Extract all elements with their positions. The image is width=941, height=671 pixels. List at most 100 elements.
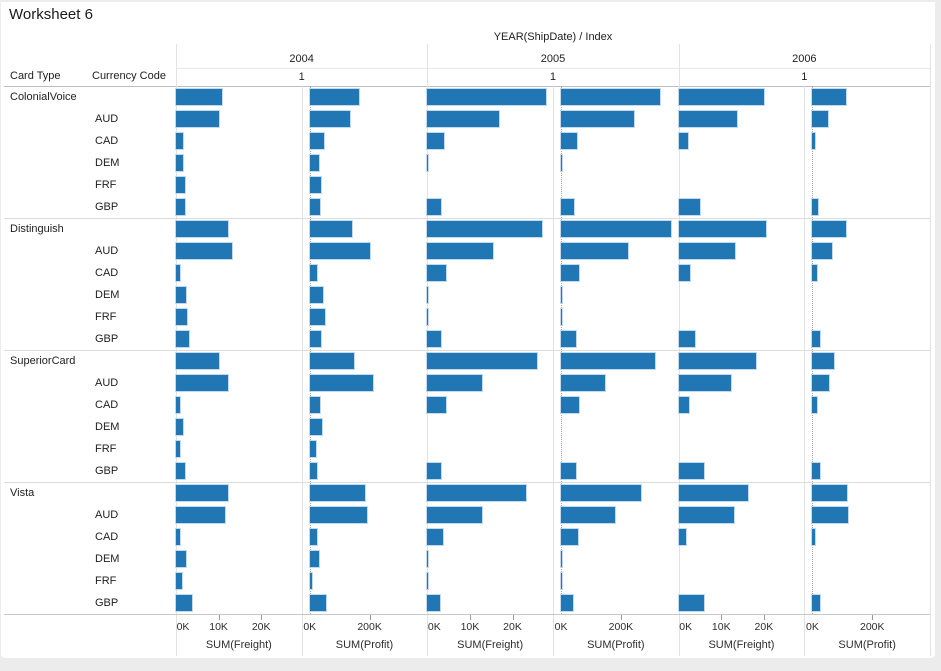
- bar-mark[interactable]: [176, 89, 222, 105]
- bar-mark[interactable]: [561, 199, 575, 215]
- bar-mark[interactable]: [561, 111, 635, 127]
- currency-code-header[interactable]: GBP: [95, 201, 119, 213]
- currency-code-header[interactable]: AUD: [95, 377, 119, 389]
- index-header[interactable]: 1: [298, 71, 305, 83]
- bar-mark[interactable]: [812, 221, 846, 237]
- bar-mark[interactable]: [812, 463, 821, 479]
- bar-mark[interactable]: [812, 331, 821, 347]
- index-header[interactable]: 1: [549, 71, 557, 83]
- bar-mark[interactable]: [812, 265, 818, 281]
- bar-mark[interactable]: [561, 331, 577, 347]
- currency-code-header[interactable]: AUD: [95, 113, 119, 125]
- bar-mark[interactable]: [176, 199, 185, 215]
- bar-mark[interactable]: [678, 397, 689, 413]
- bar-mark[interactable]: [176, 419, 184, 435]
- bar-mark[interactable]: [812, 353, 834, 369]
- currency-code-header[interactable]: DEM: [95, 421, 120, 433]
- row-field-card-type[interactable]: Card Type: [10, 70, 61, 82]
- bar-mark[interactable]: [561, 287, 563, 303]
- bar-mark[interactable]: [176, 287, 187, 303]
- bar-mark[interactable]: [678, 463, 705, 479]
- bar-mark[interactable]: [812, 243, 832, 259]
- bar-mark[interactable]: [678, 595, 705, 611]
- bar-mark[interactable]: [309, 199, 320, 215]
- year-header[interactable]: 2006: [792, 53, 817, 65]
- bar-mark[interactable]: [561, 133, 578, 149]
- bar-mark[interactable]: [427, 463, 442, 479]
- bar-mark[interactable]: [309, 375, 373, 391]
- bar-mark[interactable]: [427, 309, 429, 325]
- bar-mark[interactable]: [427, 353, 537, 369]
- bar-mark[interactable]: [309, 507, 368, 523]
- row-field-currency-code[interactable]: Currency Code: [92, 70, 166, 82]
- bar-mark[interactable]: [427, 595, 440, 611]
- bar-mark[interactable]: [309, 397, 320, 413]
- bar-mark[interactable]: [561, 507, 615, 523]
- bar-mark[interactable]: [427, 221, 542, 237]
- bar-mark[interactable]: [427, 133, 445, 149]
- bar-mark[interactable]: [427, 111, 500, 127]
- bar-mark[interactable]: [678, 133, 688, 149]
- bar-mark[interactable]: [309, 89, 359, 105]
- bar-mark[interactable]: [561, 397, 580, 413]
- bar-mark[interactable]: [678, 111, 738, 127]
- bar-mark[interactable]: [561, 309, 563, 325]
- bar-mark[interactable]: [427, 265, 446, 281]
- bar-mark[interactable]: [427, 243, 494, 259]
- bar-mark[interactable]: [309, 595, 326, 611]
- bar-mark[interactable]: [309, 529, 317, 545]
- bar-mark[interactable]: [309, 133, 324, 149]
- bar-mark[interactable]: [812, 507, 848, 523]
- card-type-header[interactable]: SuperiorCard: [10, 355, 76, 367]
- bar-mark[interactable]: [561, 265, 580, 281]
- bar-mark[interactable]: [309, 419, 322, 435]
- currency-code-header[interactable]: AUD: [95, 509, 119, 521]
- currency-code-header[interactable]: GBP: [95, 333, 119, 345]
- index-header[interactable]: 1: [801, 71, 808, 83]
- bar-mark[interactable]: [561, 485, 642, 501]
- bar-mark[interactable]: [812, 529, 815, 545]
- currency-code-header[interactable]: FRF: [95, 575, 117, 587]
- bar-mark[interactable]: [678, 529, 686, 545]
- bar-mark[interactable]: [176, 265, 181, 281]
- currency-code-header[interactable]: CAD: [95, 531, 119, 543]
- bar-mark[interactable]: [427, 507, 483, 523]
- bar-mark[interactable]: [176, 353, 220, 369]
- bar-mark[interactable]: [309, 463, 317, 479]
- bar-mark[interactable]: [561, 243, 629, 259]
- currency-code-header[interactable]: AUD: [95, 245, 119, 257]
- bar-mark[interactable]: [309, 177, 321, 193]
- bar-mark[interactable]: [678, 199, 700, 215]
- bar-mark[interactable]: [309, 243, 371, 259]
- bar-mark[interactable]: [812, 397, 817, 413]
- bar-mark[interactable]: [176, 397, 181, 413]
- bar-mark[interactable]: [176, 177, 185, 193]
- bar-mark[interactable]: [812, 375, 829, 391]
- bar-mark[interactable]: [678, 507, 735, 523]
- currency-code-header[interactable]: FRF: [95, 311, 117, 323]
- bar-mark[interactable]: [176, 375, 228, 391]
- bar-mark[interactable]: [309, 221, 353, 237]
- bar-mark[interactable]: [427, 529, 443, 545]
- bar-mark[interactable]: [176, 243, 232, 259]
- bar-mark[interactable]: [176, 155, 184, 171]
- bar-mark[interactable]: [176, 463, 185, 479]
- currency-code-header[interactable]: FRF: [95, 443, 117, 455]
- bar-mark[interactable]: [678, 353, 756, 369]
- bar-mark[interactable]: [678, 331, 695, 347]
- bar-mark[interactable]: [176, 441, 181, 457]
- bar-mark[interactable]: [176, 111, 220, 127]
- bar-mark[interactable]: [812, 89, 846, 105]
- bar-mark[interactable]: [309, 551, 319, 567]
- bar-mark[interactable]: [176, 221, 228, 237]
- bar-mark[interactable]: [427, 155, 429, 171]
- bar-mark[interactable]: [678, 485, 748, 501]
- bar-mark[interactable]: [678, 243, 736, 259]
- bar-mark[interactable]: [309, 353, 355, 369]
- bar-mark[interactable]: [427, 375, 483, 391]
- year-header[interactable]: 2004: [289, 53, 314, 65]
- bar-mark[interactable]: [678, 89, 764, 105]
- card-type-header[interactable]: Vista: [10, 487, 35, 499]
- bar-mark[interactable]: [427, 287, 429, 303]
- card-type-header[interactable]: ColonialVoice: [10, 91, 77, 103]
